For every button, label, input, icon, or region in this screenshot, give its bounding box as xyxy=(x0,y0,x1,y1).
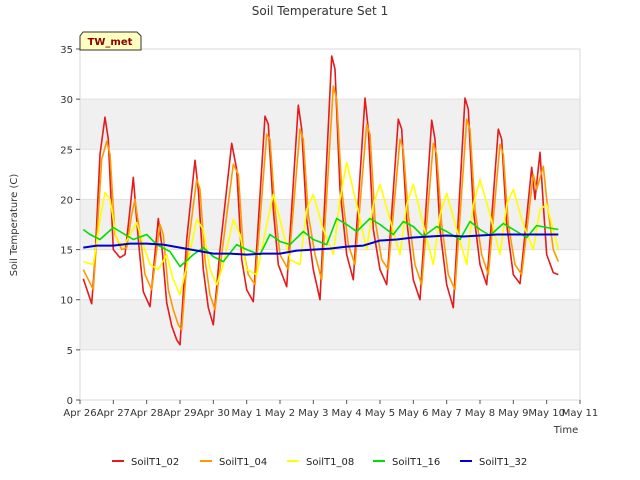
series-lines xyxy=(82,55,560,346)
legend-item-soilt1-08: SoilT1_08 xyxy=(287,457,354,468)
legend-item-soilt1-32: SoilT1_32 xyxy=(460,457,527,468)
y-tick-label: 35 xyxy=(60,45,73,56)
y-axis-label: Soil Temperature (C) xyxy=(9,174,20,277)
series-line-soilt1-32 xyxy=(83,233,559,256)
station-badge: TW_met xyxy=(79,31,142,51)
x-tick-label: May 7 xyxy=(432,408,462,419)
grid-band xyxy=(80,299,580,350)
legend-item-soilt1-04: SoilT1_04 xyxy=(200,457,267,468)
x-tick-label: May 5 xyxy=(365,408,395,419)
y-axis-ticks: 0 5 10 15 20 25 30 35 xyxy=(60,45,80,407)
legend-label: SoilT1_04 xyxy=(219,457,267,468)
plot-border xyxy=(79,48,581,401)
station-badge-label: TW_met xyxy=(88,37,133,48)
series-line-soilt1-02 xyxy=(82,55,559,346)
y-tick-label: 0 xyxy=(67,396,73,407)
y-tick-label: 20 xyxy=(60,195,73,206)
y-tick-label: 30 xyxy=(60,95,73,106)
y-tick-label: 5 xyxy=(67,346,73,357)
x-tick-label: May 8 xyxy=(465,408,495,419)
x-tick-label: Apr 29 xyxy=(163,408,196,419)
x-axis-ticks: Apr 26 Apr 27 Apr 28 Apr 29 Apr 30 May 1 May 2… xyxy=(63,400,598,419)
x-tick-label: May 3 xyxy=(298,408,328,419)
legend-label: SoilT1_16 xyxy=(392,457,440,468)
legend-label: SoilT1_32 xyxy=(479,457,527,468)
legend: SoilT1_02 SoilT1_04 SoilT1_08 SoilT1_16 Soil… xyxy=(112,457,527,468)
x-tick-label: Apr 27 xyxy=(97,408,130,419)
chart-title: Soil Temperature Set 1 xyxy=(252,4,388,18)
x-tick-label: Apr 28 xyxy=(130,408,163,419)
x-tick-label: May 2 xyxy=(265,408,295,419)
station-badge-shape xyxy=(79,31,142,51)
series-line-soilt1-04 xyxy=(82,85,560,331)
legend-item-soilt1-02: SoilT1_02 xyxy=(112,457,179,468)
series-line-soilt1-16 xyxy=(82,217,559,268)
y-tick-label: 15 xyxy=(60,246,73,257)
x-tick-label: Apr 30 xyxy=(197,408,230,419)
series-line-soilt1-08 xyxy=(83,161,560,296)
y-tick-label: 10 xyxy=(60,296,73,307)
legend-label: SoilT1_08 xyxy=(306,457,354,468)
x-axis-label: Time xyxy=(553,425,578,436)
x-tick-label: May 10 xyxy=(528,408,565,419)
x-tick-label: May 6 xyxy=(398,408,428,419)
x-tick-label: Apr 26 xyxy=(63,408,96,419)
legend-item-soilt1-16: SoilT1_16 xyxy=(373,457,440,468)
x-tick-label: May 9 xyxy=(498,408,528,419)
x-tick-label: May 11 xyxy=(562,408,599,419)
x-tick-label: May 4 xyxy=(332,408,362,419)
x-tick-label: May 1 xyxy=(232,408,262,419)
legend-label: SoilT1_02 xyxy=(131,457,179,468)
y-tick-label: 25 xyxy=(60,145,73,156)
